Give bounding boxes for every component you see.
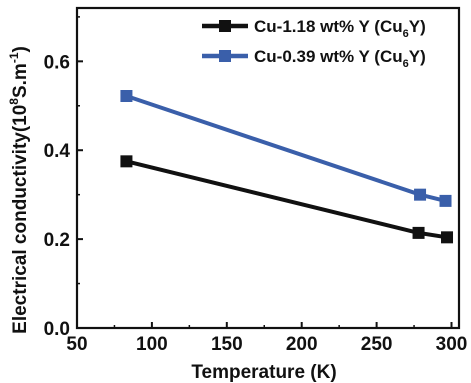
legend-label-1: Cu-1.18 wt% Y (Cu6Y) — [254, 17, 426, 40]
y-axis-title-base: Electrical conductivity(10 — [10, 105, 31, 334]
y-axis-title-mid: S.m — [10, 63, 31, 98]
y-tick-label-3: 0.6 — [44, 52, 70, 73]
y-tick-label-0: 0.0 — [44, 319, 70, 340]
plot-area: 50 100 150 200 250 300 0.0 0.2 0.4 0.6 Cu-1.18 wt%… — [44, 6, 468, 355]
legend-marker-1 — [219, 20, 231, 32]
x-axis-title: Temperature (K) — [191, 362, 336, 383]
x-tick-label-50: 50 — [66, 334, 87, 355]
y-axis-title-end: ) — [10, 46, 31, 52]
legend-label-1-end: Y) — [409, 17, 426, 36]
series-1-point-3 — [441, 231, 454, 244]
x-tick-label-250: 250 — [361, 334, 393, 355]
y-axis-title-exp1: 8 — [7, 98, 21, 105]
x-tick-label-300: 300 — [436, 334, 468, 355]
x-tick-label-200: 200 — [286, 334, 318, 355]
plot-frame — [75, 6, 461, 330]
series-2-point-3 — [439, 194, 452, 207]
series-2-point-1 — [120, 90, 133, 102]
legend-label-2-end: Y) — [409, 47, 426, 66]
y-tick-label-1: 0.2 — [44, 230, 70, 251]
x-tick-label-100: 100 — [136, 334, 168, 355]
y-axis-title: Electrical conductivity(108S.m-1) — [7, 46, 31, 334]
series-1-point-1 — [120, 155, 133, 168]
y-tick-label-2: 0.4 — [44, 141, 71, 162]
series-1-point-2 — [412, 226, 425, 239]
legend-label-2-sub: 6 — [403, 58, 409, 70]
legend-label-1-base: Cu-1.18 wt% Y (Cu — [254, 17, 403, 36]
legend-label-1-sub: 6 — [403, 28, 409, 40]
x-tick-label-150: 150 — [211, 334, 243, 355]
legend-label-2: Cu-0.39 wt% Y (Cu6Y) — [254, 47, 426, 70]
legend-marker-2 — [219, 50, 231, 62]
series-2-point-2 — [414, 188, 427, 201]
y-axis-title-exp2: -1 — [7, 52, 21, 63]
legend-label-2-base: Cu-0.39 wt% Y (Cu — [254, 47, 403, 66]
